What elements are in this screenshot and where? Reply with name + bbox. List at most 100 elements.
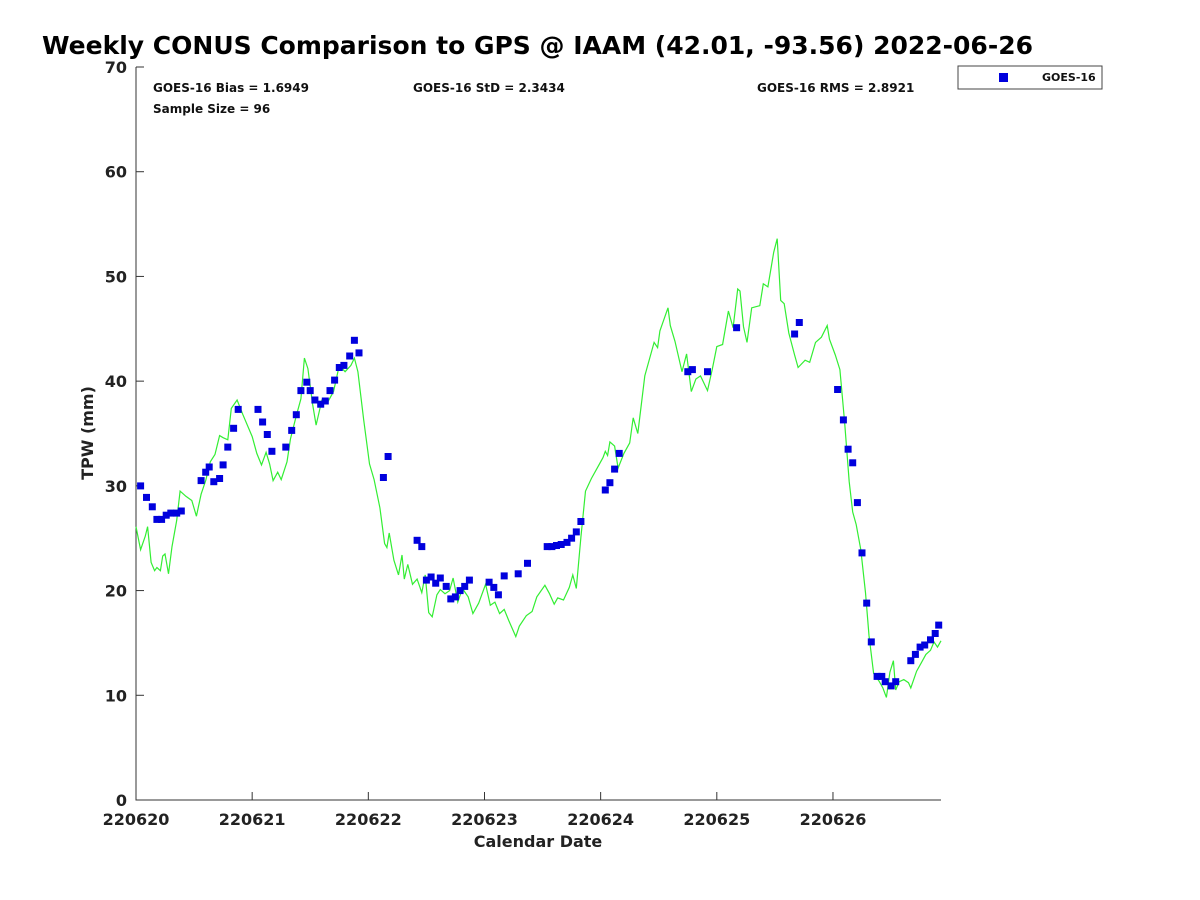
goes16-point [219,461,227,469]
goes16-point [202,468,210,476]
rms-stat: GOES-16 RMS = 2.8921 [757,81,914,95]
goes16-point [167,509,175,517]
goes16-point [543,543,551,551]
goes16-point [282,443,290,451]
goes16-point [490,583,498,591]
goes16-point [234,405,242,413]
goes16-point [254,405,262,413]
goes16-point [514,570,522,578]
goes16-point [927,636,934,644]
y-tick-label: 50 [105,267,127,286]
goes16-point [795,319,803,326]
goes16-point [611,465,619,473]
y-axis-label: TPW (mm) [78,386,97,480]
x-tick-label: 220623 [451,810,518,829]
goes16-point [553,542,560,549]
x-tick-label: 220624 [567,810,634,829]
goes16-point [881,678,889,686]
goes16-point [355,349,363,357]
goes16-point [839,416,847,424]
goes16-point [311,396,319,404]
goes16-point [418,543,426,551]
x-tick-label: 220621 [219,810,286,829]
goes16-point [500,572,508,580]
goes16-point [197,477,205,485]
goes16-point [288,426,296,434]
goes16-point [350,336,358,344]
sample-size-stat: Sample Size = 96 [153,102,270,116]
goes16-point [494,591,502,599]
goes16-point [292,411,300,419]
bias-stat: GOES-16 Bias = 1.6949 [153,81,309,95]
x-tick-label: 220625 [683,810,750,829]
goes16-point [524,559,531,567]
x-tick-label: 220620 [103,810,170,829]
goes16-point [340,361,348,369]
legend-marker-square-icon [999,73,1008,82]
goes16-point [143,493,150,501]
chart-title: Weekly CONUS Comparison to GPS @ IAAM (4… [42,31,1033,60]
goes16-point [297,387,305,395]
y-axis-ticks: 0 10 20 30 40 50 60 70 [105,58,144,810]
goes16-point [331,376,339,384]
goes16-point [844,445,852,453]
goes16-point [137,482,145,490]
goes16-point [601,486,609,494]
goes16-point [148,503,156,511]
plot-area: 220620 220621 220622 220623 220624 220625 2206… [103,58,943,829]
goes16-point [465,576,473,584]
goes16-point [568,534,576,542]
goes16-point [834,386,842,393]
goes16-point [268,447,276,455]
goes16-point [442,582,450,590]
goes16-point [346,352,354,360]
y-tick-label: 40 [105,372,127,391]
goes16-point [704,368,711,376]
goes16-scatter-points [137,319,943,690]
goes16-point [230,424,238,432]
y-tick-label: 20 [105,582,127,601]
y-tick-label: 10 [105,686,127,705]
legend-box [957,65,1103,90]
goes16-point [921,641,929,649]
goes16-point [335,364,343,371]
goes16-point [858,549,866,557]
goes16-point [173,509,181,517]
y-tick-label: 30 [105,477,127,496]
goes16-point [557,541,565,548]
x-tick-label: 220626 [800,810,867,829]
goes16-point [606,479,614,487]
goes16-point [224,443,232,451]
goes16-point [379,474,387,481]
goes16-point [205,463,213,471]
goes16-point [432,579,440,587]
legend-label-goes16: GOES-16 [1042,71,1096,84]
goes16-point [158,515,166,523]
goes16-point [427,573,435,581]
goes16-point [873,672,881,680]
goes16-point [384,453,392,460]
goes16-point [572,528,580,536]
goes16-point [849,459,857,467]
goes16-point [216,475,224,482]
x-axis-label: Calendar Date [474,832,603,851]
goes16-point [422,576,430,584]
goes16-point [413,536,421,544]
goes16-point [684,368,692,376]
goes16-point [451,593,459,601]
goes16-point [306,387,314,395]
goes16-point [447,595,455,603]
goes16-point [326,387,334,395]
goes16-point [303,378,311,386]
y-tick-label: 60 [105,163,127,182]
goes16-point [863,599,871,607]
goes16-point [733,324,741,332]
goes16-point [853,499,861,507]
goes16-point [892,678,900,686]
goes16-point [867,638,875,646]
goes16-point [456,587,464,595]
goes16-point [791,330,799,338]
goes16-point [548,543,556,551]
